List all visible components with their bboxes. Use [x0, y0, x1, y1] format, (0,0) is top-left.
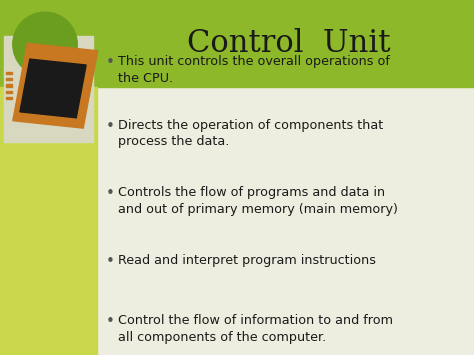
Text: Controls the flow of programs and data in
and out of primary memory (main memory: Controls the flow of programs and data i…: [118, 186, 398, 216]
Bar: [6, 72, 12, 74]
Text: •: •: [106, 314, 115, 329]
Bar: [6, 84, 12, 87]
Text: Read and interpret program instructions: Read and interpret program instructions: [118, 254, 376, 267]
Bar: [6, 91, 12, 93]
Text: Control the flow of information to and from
all components of the computer.: Control the flow of information to and f…: [118, 314, 393, 344]
Bar: [6, 97, 12, 99]
Bar: [4, 36, 93, 142]
Bar: [0, 87, 97, 355]
Text: Directs the operation of components that
process the data.: Directs the operation of components that…: [118, 119, 384, 148]
Ellipse shape: [13, 12, 77, 77]
Text: •: •: [106, 55, 115, 70]
Bar: [0, 0, 474, 87]
Text: •: •: [106, 119, 115, 134]
Bar: [13, 43, 98, 128]
Bar: [20, 59, 86, 118]
Bar: [6, 78, 12, 80]
Text: Control  Unit: Control Unit: [187, 28, 391, 59]
Text: •: •: [106, 254, 115, 269]
Text: This unit controls the overall operations of
the CPU.: This unit controls the overall operation…: [118, 55, 391, 84]
Text: •: •: [106, 186, 115, 201]
